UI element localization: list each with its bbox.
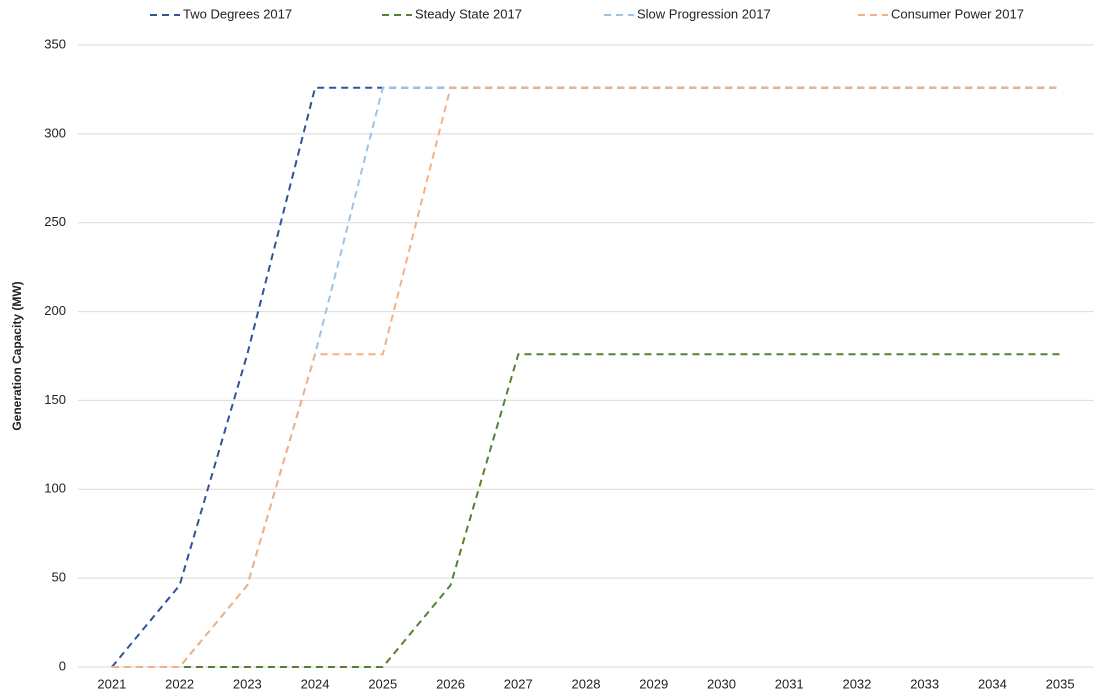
x-tick-label: 2035 bbox=[1046, 676, 1075, 691]
x-tick-label: 2022 bbox=[165, 676, 194, 691]
series-line bbox=[111, 353, 1061, 668]
x-tick-label: 2034 bbox=[978, 676, 1007, 691]
x-tick-label: 2027 bbox=[504, 676, 533, 691]
y-tick-label: 350 bbox=[44, 36, 66, 51]
y-tick-label: 200 bbox=[44, 303, 66, 318]
series-line bbox=[111, 86, 1061, 668]
x-tick-label: 2024 bbox=[301, 676, 330, 691]
y-tick-label: 300 bbox=[44, 125, 66, 140]
x-tick-label: 2025 bbox=[368, 676, 397, 691]
legend-label: Consumer Power 2017 bbox=[891, 6, 1024, 21]
x-tick-label: 2030 bbox=[707, 676, 736, 691]
x-tick-label: 2023 bbox=[233, 676, 262, 691]
y-axis-label: Generation Capacity (MW) bbox=[10, 281, 24, 430]
x-tick-label: 2033 bbox=[910, 676, 939, 691]
x-tick-label: 2032 bbox=[842, 676, 871, 691]
x-tick-label: 2028 bbox=[572, 676, 601, 691]
y-tick-label: 100 bbox=[44, 481, 66, 496]
legend-label: Steady State 2017 bbox=[415, 6, 522, 21]
x-tick-label: 2029 bbox=[639, 676, 668, 691]
y-tick-label: 250 bbox=[44, 214, 66, 229]
y-tick-label: 50 bbox=[52, 570, 66, 585]
x-tick-label: 2021 bbox=[97, 676, 126, 691]
x-tick-label: 2026 bbox=[436, 676, 465, 691]
y-tick-label: 150 bbox=[44, 392, 66, 407]
legend-label: Slow Progression 2017 bbox=[637, 6, 771, 21]
x-tick-label: 2031 bbox=[775, 676, 804, 691]
legend-label: Two Degrees 2017 bbox=[183, 6, 292, 21]
series-line bbox=[111, 86, 1061, 668]
series-line bbox=[111, 86, 1061, 668]
y-tick-label: 0 bbox=[59, 658, 66, 673]
